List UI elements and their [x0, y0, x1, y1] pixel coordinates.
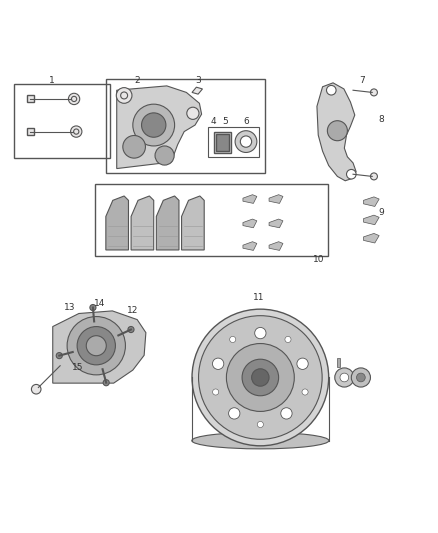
Polygon shape: [269, 195, 283, 204]
Circle shape: [155, 146, 174, 165]
Polygon shape: [269, 241, 283, 251]
Text: 11: 11: [253, 293, 265, 302]
Bar: [27, 95, 35, 102]
Text: 10: 10: [312, 255, 324, 264]
Bar: [14, 84, 110, 158]
Text: 8: 8: [378, 115, 384, 124]
Polygon shape: [53, 311, 146, 383]
Text: 13: 13: [64, 303, 76, 312]
Circle shape: [346, 169, 356, 179]
Circle shape: [86, 336, 106, 356]
Circle shape: [133, 104, 175, 146]
Circle shape: [56, 352, 62, 359]
Polygon shape: [192, 87, 202, 94]
Circle shape: [326, 85, 336, 95]
Circle shape: [32, 384, 41, 394]
Circle shape: [77, 327, 116, 365]
Text: 2: 2: [134, 76, 140, 85]
Text: 6: 6: [243, 117, 249, 126]
Bar: [208, 127, 259, 157]
Polygon shape: [156, 196, 179, 250]
Text: 14: 14: [94, 299, 105, 308]
Circle shape: [371, 89, 378, 96]
Bar: [337, 358, 340, 367]
Circle shape: [67, 317, 125, 375]
Polygon shape: [243, 241, 257, 251]
Polygon shape: [243, 195, 257, 204]
Circle shape: [254, 327, 266, 339]
Circle shape: [297, 358, 308, 369]
Text: 4: 4: [211, 117, 216, 126]
Bar: [95, 184, 328, 256]
Circle shape: [71, 126, 82, 137]
Bar: [214, 132, 231, 154]
Bar: [27, 128, 35, 135]
Text: 3: 3: [195, 76, 201, 85]
Circle shape: [123, 135, 145, 158]
Ellipse shape: [192, 432, 329, 449]
Circle shape: [252, 369, 269, 386]
Circle shape: [281, 408, 292, 419]
Circle shape: [212, 389, 219, 395]
Circle shape: [240, 136, 252, 147]
Circle shape: [285, 336, 291, 343]
Text: 9: 9: [378, 207, 384, 216]
Circle shape: [351, 368, 371, 387]
Circle shape: [198, 316, 322, 439]
Circle shape: [68, 93, 80, 104]
Text: 1: 1: [49, 76, 54, 85]
Circle shape: [226, 344, 294, 411]
Polygon shape: [317, 83, 356, 181]
Polygon shape: [182, 196, 204, 250]
Polygon shape: [243, 219, 257, 228]
Circle shape: [128, 327, 134, 333]
Text: 15: 15: [72, 363, 83, 372]
Circle shape: [302, 389, 308, 395]
Circle shape: [340, 373, 349, 382]
Polygon shape: [364, 215, 379, 225]
Circle shape: [371, 173, 378, 180]
Polygon shape: [106, 196, 128, 250]
Polygon shape: [131, 196, 154, 250]
Circle shape: [212, 358, 224, 369]
Polygon shape: [117, 86, 201, 168]
Circle shape: [187, 107, 199, 119]
Bar: [106, 79, 265, 173]
Circle shape: [357, 373, 365, 382]
Polygon shape: [364, 233, 379, 243]
Circle shape: [230, 336, 236, 343]
Circle shape: [229, 408, 240, 419]
Text: 12: 12: [127, 305, 138, 314]
Circle shape: [116, 87, 132, 103]
Polygon shape: [269, 219, 283, 228]
Text: 5: 5: [222, 117, 227, 126]
Circle shape: [192, 309, 328, 446]
Circle shape: [141, 113, 166, 137]
Circle shape: [242, 359, 279, 396]
Circle shape: [335, 368, 354, 387]
Circle shape: [327, 120, 347, 141]
Circle shape: [257, 422, 263, 427]
Circle shape: [103, 379, 109, 386]
Bar: [216, 134, 229, 151]
Circle shape: [235, 131, 257, 152]
Polygon shape: [364, 197, 379, 206]
Circle shape: [90, 304, 96, 311]
Text: 7: 7: [359, 76, 364, 85]
